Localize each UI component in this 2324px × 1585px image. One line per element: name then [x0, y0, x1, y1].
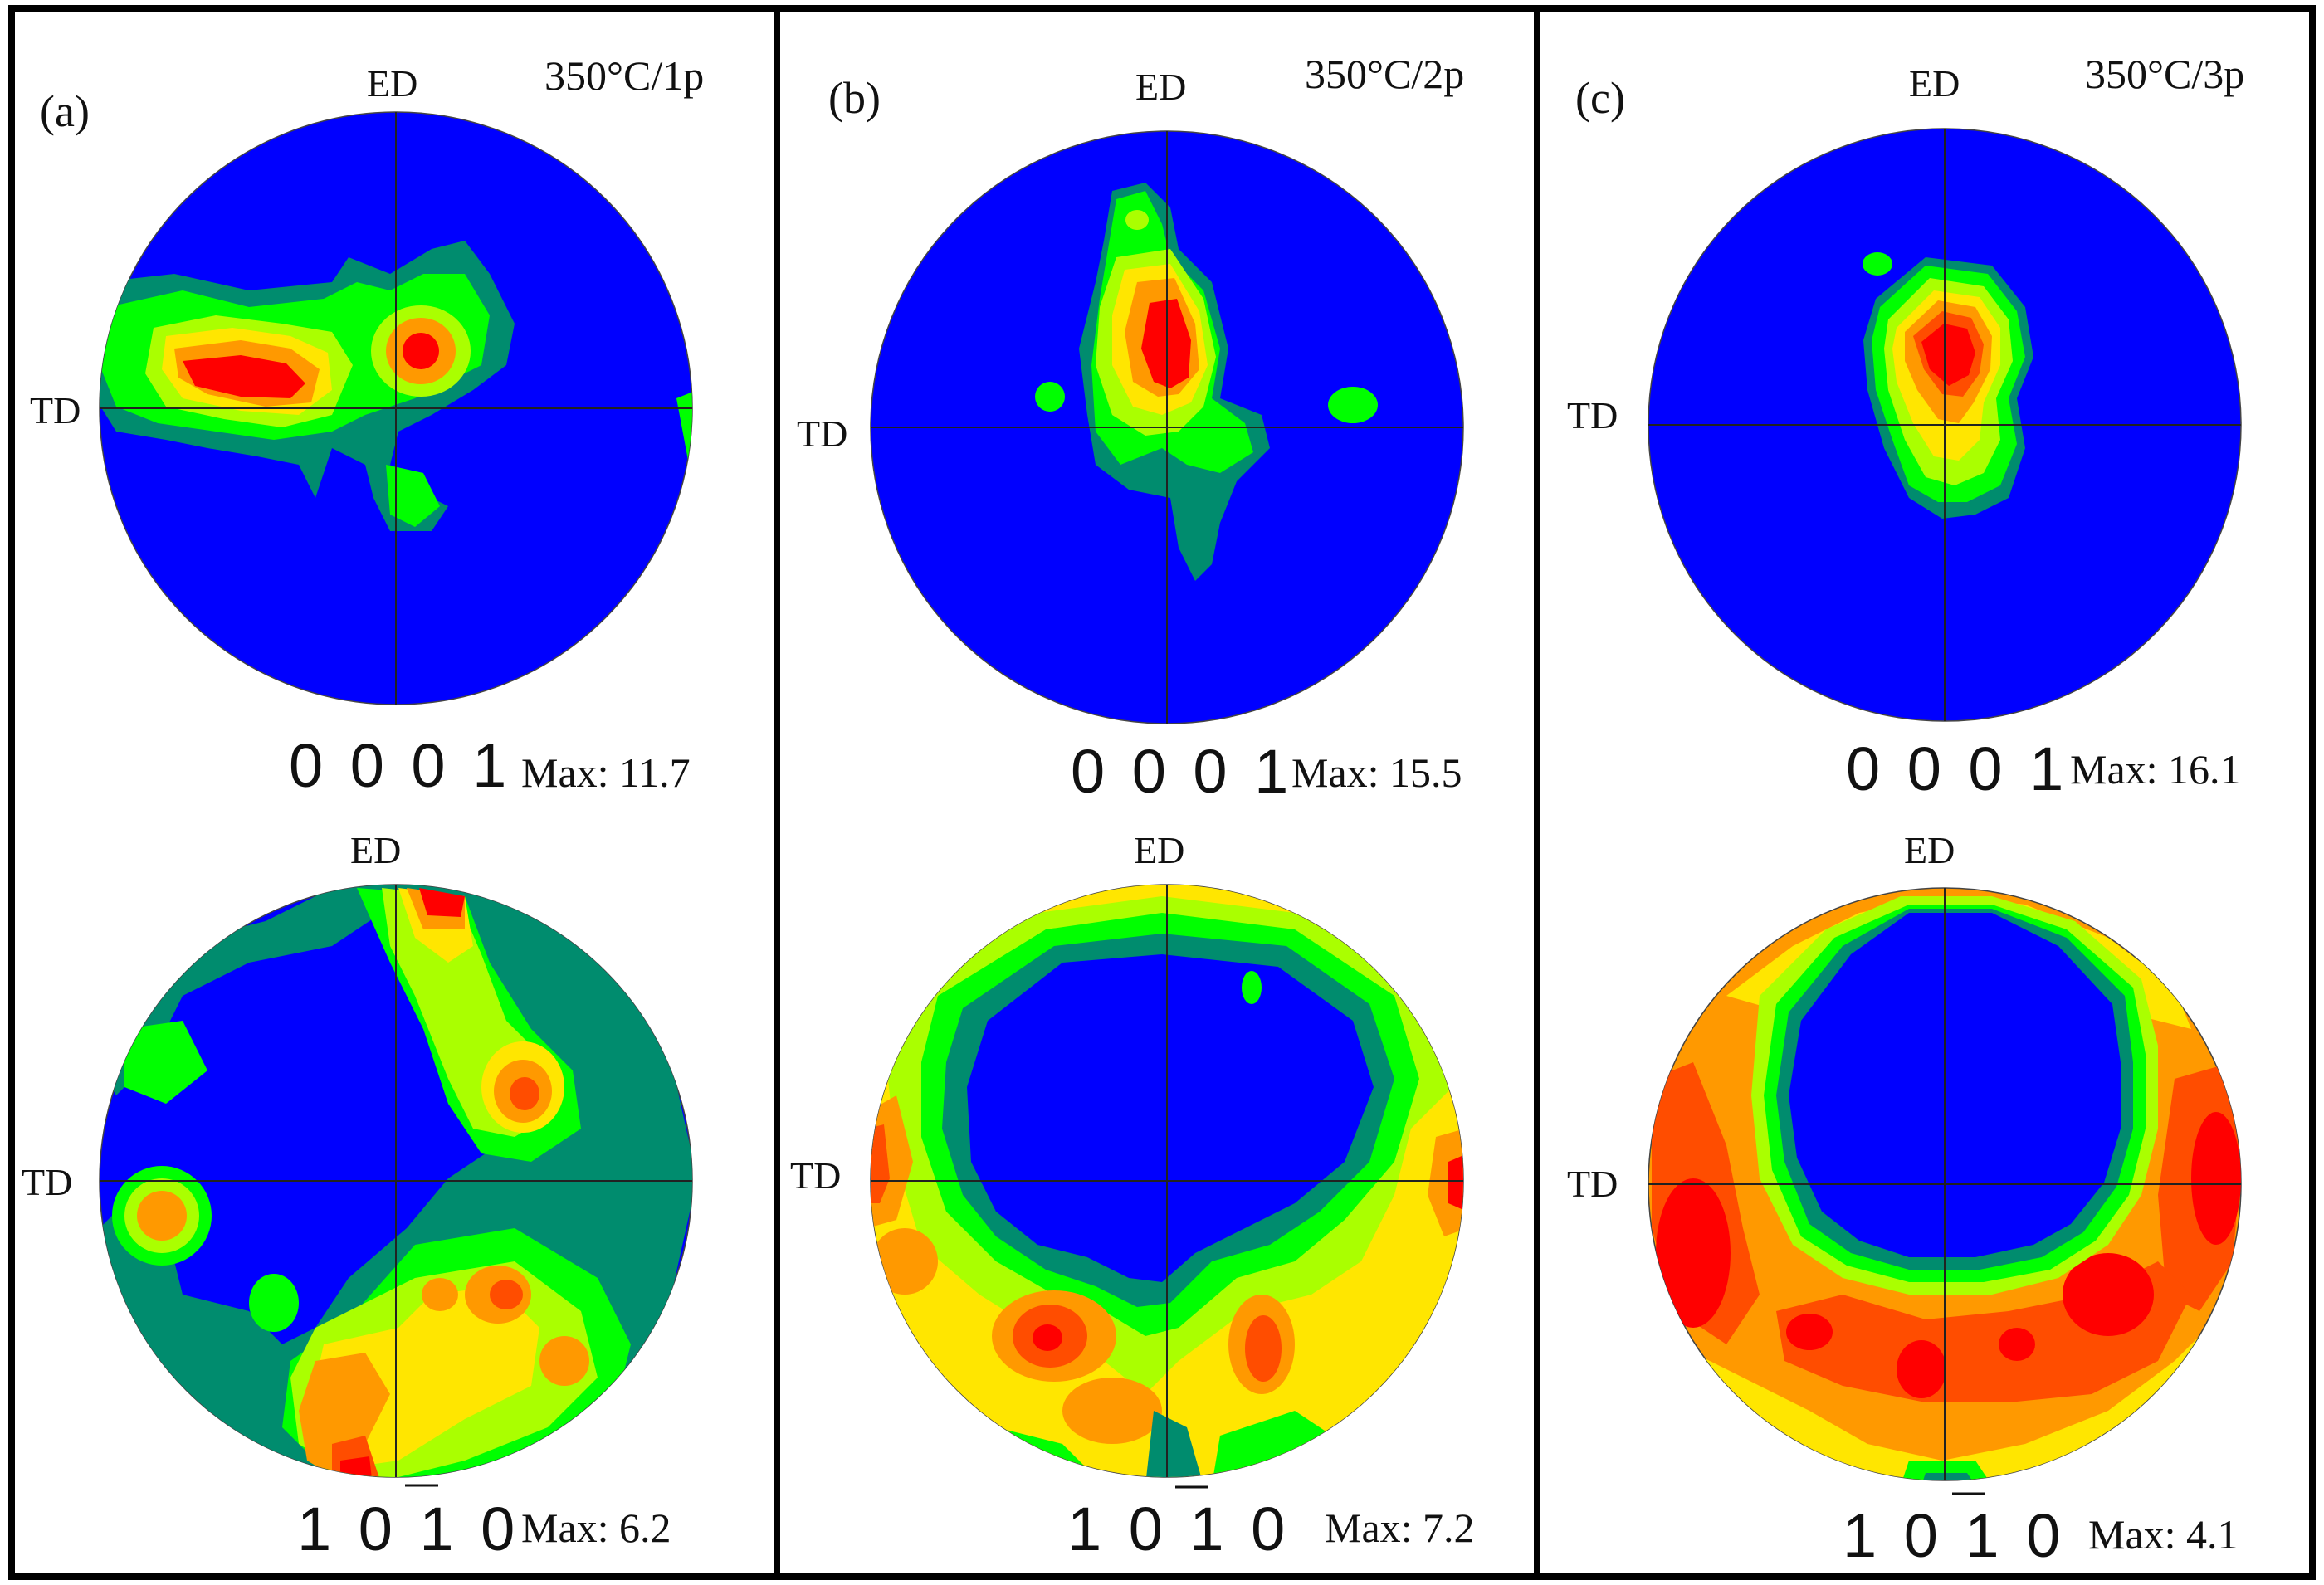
intensity-contour — [1242, 971, 1262, 1004]
intensity-contour — [1033, 1324, 1062, 1351]
intensity-contour — [1035, 382, 1065, 412]
panel-c-letter: (c) — [1575, 73, 1625, 123]
intensity-contour — [510, 1077, 540, 1110]
intensity-contour — [2191, 1112, 2241, 1245]
plane-label-1010: 1 0 1 0 — [1067, 1495, 1290, 1563]
panel-b: (b) 350°C/2p ED TD 0 0 0 1 Max: 15.5 — [790, 51, 1475, 1563]
panel-b-letter: (b) — [828, 73, 881, 123]
pole-figure-c-0001: ED TD 0 0 0 1 Max: 16.1 — [1567, 62, 2242, 803]
intensity-contour — [1897, 1340, 1946, 1398]
max-label: Max: 7.2 — [1325, 1505, 1475, 1551]
intensity-contour — [1656, 1178, 1731, 1328]
intensity-contour — [1125, 210, 1149, 230]
td-label: TD — [1567, 394, 1618, 436]
ed-label: ED — [1904, 829, 1955, 871]
max-label: Max: 4.1 — [2088, 1511, 2239, 1558]
panel-a-condition: 350°C/1p — [544, 52, 704, 99]
intensity-contour — [540, 1336, 589, 1386]
intensity-contour — [1789, 913, 2121, 1257]
intensity-contour — [1863, 252, 1892, 276]
ed-label: ED — [1134, 829, 1184, 871]
plane-label-0001: 0 0 0 1 — [289, 731, 511, 800]
intensity-contour — [249, 1274, 299, 1332]
panel-a: (a) 350°C/1p ED TD 0 0 0 1 — [22, 52, 704, 1563]
intensity-contour — [403, 333, 439, 369]
td-label: TD — [1567, 1163, 1618, 1205]
pole-figure-a-1010: ED TD 1 0 1 0 Max: 6.2 — [22, 829, 693, 1563]
max-label: Max: 11.7 — [521, 749, 691, 796]
td-label: TD — [797, 412, 847, 455]
intensity-contour — [124, 1021, 208, 1104]
intensity-contour — [1921, 1473, 1975, 1480]
pole-figure-c-1010: ED TD 1 0 1 0 Max: 4.1 — [1567, 829, 2242, 1570]
ed-label: ED — [1909, 62, 1960, 105]
intensity-contour — [1428, 1129, 1463, 1236]
plane-label-1010: 1 0 1 0 — [297, 1495, 520, 1563]
panel-c: (c) 350°C/3p ED TD 0 0 0 1 Max: 16.1 — [1567, 51, 2244, 1570]
intensity-contour — [2063, 1253, 2154, 1336]
figure-border — [8, 5, 2316, 1580]
plane-label-0001: 0 0 0 1 — [1071, 737, 1293, 806]
intensity-contour — [1145, 1411, 1204, 1477]
intensity-contour — [183, 355, 305, 398]
intensity-contour — [1999, 1328, 2035, 1361]
plane-label-0001: 0 0 0 1 — [1846, 734, 2068, 803]
ed-label: ED — [367, 62, 417, 105]
max-label: Max: 6.2 — [521, 1505, 671, 1551]
intensity-contour — [1921, 324, 1975, 386]
intensity-contour — [1245, 1315, 1282, 1382]
td-label: TD — [790, 1154, 841, 1197]
pole-figure-a-0001: ED TD 0 0 0 1 Max: 11.7 — [30, 62, 693, 800]
intensity-contour — [1832, 1404, 1845, 1417]
intensity-contour — [422, 1278, 458, 1311]
ed-label: ED — [1135, 66, 1186, 108]
pole-figure-b-0001: ED TD 0 0 0 1 Max: 15.5 — [797, 66, 1464, 806]
max-label: Max: 15.5 — [1291, 749, 1462, 796]
ed-label: ED — [350, 829, 401, 871]
plane-label-1010: 1 0 1 0 — [1843, 1501, 2065, 1570]
intensity-contour — [1448, 1153, 1463, 1212]
intensity-contour — [1786, 1314, 1833, 1350]
intensity-contour — [967, 954, 1374, 1282]
pole-figure-b-1010: ED TD 1 0 1 0 Max: 7.2 — [790, 829, 1475, 1563]
intensity-contour — [490, 1280, 523, 1309]
panel-c-condition: 350°C/3p — [2085, 51, 2244, 97]
td-label: TD — [22, 1161, 72, 1203]
intensity-contour — [1328, 387, 1378, 423]
panel-b-condition: 350°C/2p — [1305, 51, 1464, 97]
intensity-contour — [419, 888, 465, 917]
intensity-contour — [1062, 1378, 1162, 1444]
panel-a-letter: (a) — [40, 86, 90, 136]
intensity-contour — [299, 1353, 390, 1477]
max-label: Max: 16.1 — [2070, 746, 2241, 792]
intensity-contour — [386, 465, 440, 527]
intensity-contour — [137, 1191, 187, 1241]
intensity-contour — [872, 1228, 938, 1295]
td-label: TD — [30, 389, 81, 432]
